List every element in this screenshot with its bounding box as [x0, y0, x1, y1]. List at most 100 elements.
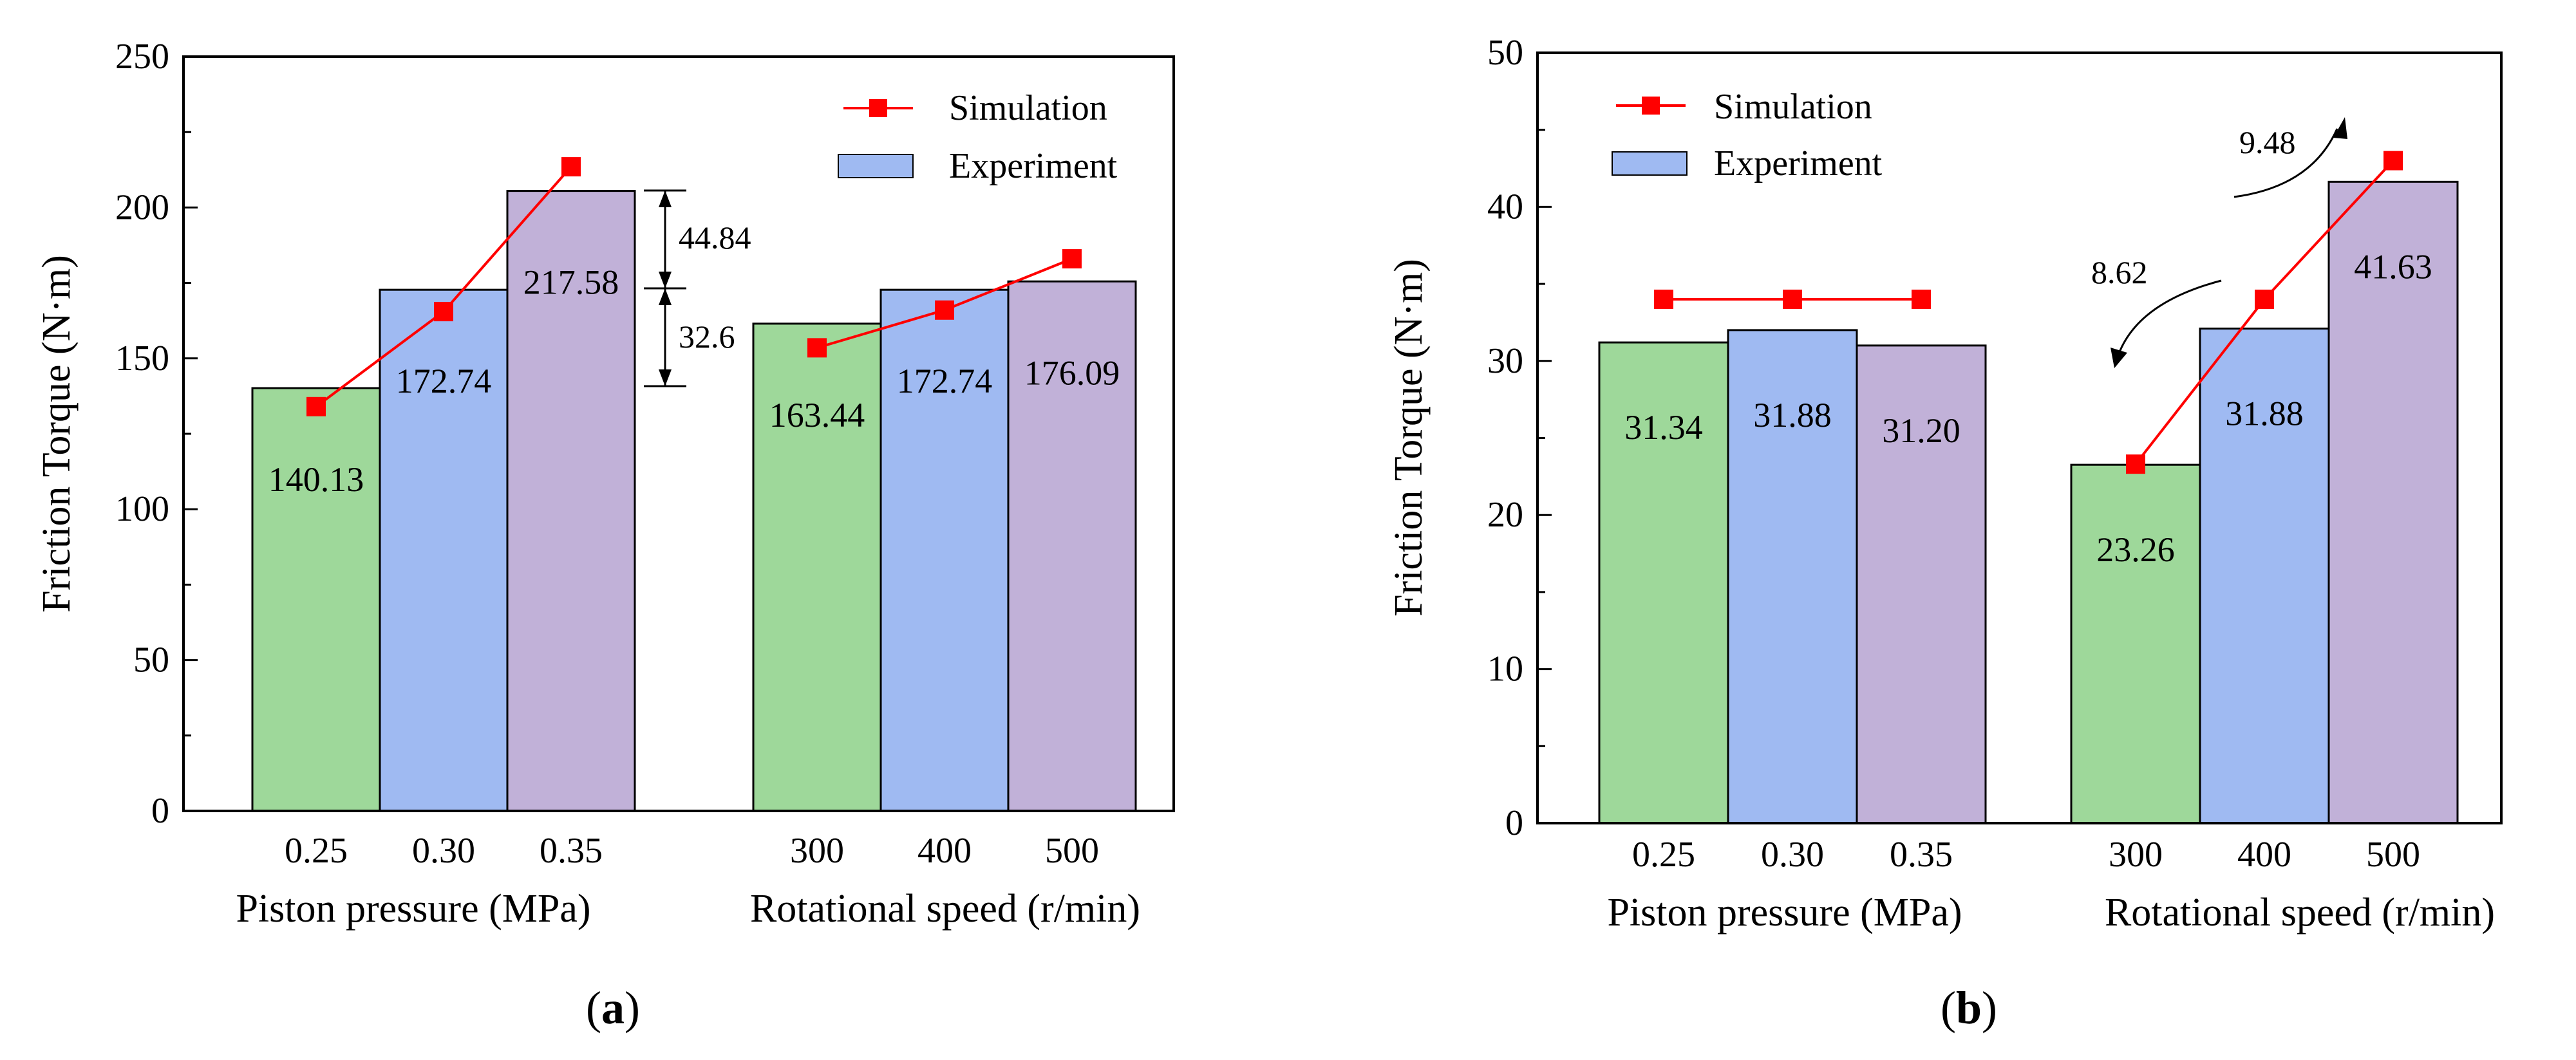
arrow-head: [2111, 348, 2127, 368]
bar-0.35: [1856, 344, 1987, 824]
simulation-marker: [434, 302, 453, 322]
difference-annotations: 8.62 9.48: [2091, 117, 2347, 368]
simulation-marker: [306, 396, 326, 416]
y-tick-label: 20: [1487, 495, 1523, 535]
simulation-marker: [807, 338, 827, 358]
x-axis-title-group-2: Rotational speed (r/min): [750, 887, 1140, 931]
bar-0.35: [506, 190, 636, 812]
legend-experiment-swatch: [838, 154, 914, 178]
x-tick-label: 400: [2237, 835, 2291, 875]
bar-value-label: 217.58: [523, 263, 619, 302]
x-tick-label: 300: [2109, 835, 2163, 875]
bars: 31.34 31.88 31.20 23.26 31.88 41.63: [1598, 180, 2459, 824]
x-tick-labels: 0.25 0.30 0.35 300 400 500: [285, 831, 1099, 871]
bar-value-label: 31.34: [1624, 408, 1703, 447]
simulation-marker: [2383, 151, 2403, 171]
bar-value-label: 23.26: [2096, 530, 2175, 569]
bar-value-label: 31.88: [1753, 396, 1832, 434]
x-axis-title-group-1: Piston pressure (MPa): [1607, 891, 1962, 934]
x-tick-label: 500: [1045, 831, 1099, 871]
panel-caption-a: (a): [586, 982, 640, 1034]
y-tick-label: 50: [1487, 33, 1523, 73]
y-tick-labels: 0 10 20 30 40 50: [1487, 33, 1523, 843]
x-tick-label: 400: [917, 831, 972, 871]
simulation-marker: [1912, 290, 1931, 310]
x-tick-label: 0.30: [1761, 835, 1824, 875]
chart-panel-b: 31.34 31.88 31.20 23.26 31.88 41.63 0 10 20 30 40…: [1387, 33, 2503, 1034]
arrow-head: [2333, 117, 2347, 139]
simulation-marker: [935, 300, 954, 320]
legend: Simulation Experiment: [1612, 87, 1883, 183]
bar-0.25: [251, 387, 381, 812]
bar-value-label: 172.74: [897, 362, 993, 400]
bar-0.25: [1598, 341, 1729, 824]
chart-panel-a: 140.13 172.74 217.58 163.44 172.74 176.09 0 50…: [35, 37, 1175, 1034]
simulation-marker: [561, 157, 581, 177]
bar-400: [2199, 328, 2330, 824]
simulation-marker: [2255, 290, 2274, 310]
legend-experiment-label: Experiment: [949, 146, 1118, 186]
y-tick-label: 100: [115, 489, 169, 529]
y-tick-label: 250: [115, 37, 169, 77]
simulation-series: [1654, 151, 2403, 474]
annotation-8-62: 8.62: [2091, 254, 2148, 290]
bar-500: [1007, 280, 1137, 812]
bar-400: [879, 288, 1010, 812]
difference-annotations: 44.84 32.6: [644, 189, 751, 387]
bars: 140.13 172.74 217.58 163.44 172.74 176.09: [251, 190, 1137, 812]
legend-experiment-label: Experiment: [1714, 144, 1883, 183]
bar-0.30: [1727, 329, 1858, 824]
x-tick-label: 300: [790, 831, 844, 871]
x-axis-title-group-1: Piston pressure (MPa): [236, 887, 590, 931]
x-tick-label: 500: [2366, 835, 2420, 875]
legend-experiment-swatch: [1612, 151, 1688, 176]
x-axis-title-group-2: Rotational speed (r/min): [2105, 891, 2495, 934]
bar-value-label: 31.88: [2225, 395, 2304, 433]
bar-value-label: 31.20: [1882, 411, 1960, 450]
simulation-marker: [1783, 290, 1802, 310]
simulation-marker: [1654, 290, 1673, 310]
bar-value-label: 176.09: [1024, 353, 1120, 392]
legend: Simulation Experiment: [838, 88, 1118, 186]
y-tick-label: 10: [1487, 649, 1523, 689]
x-tick-labels: 0.25 0.30 0.35 300 400 500: [1632, 835, 2420, 875]
y-tick-labels: 0 50 100 150 200 250: [115, 37, 169, 831]
y-axis-title: Friction Torque (N·m): [1387, 259, 1431, 617]
y-tick-label: 200: [115, 187, 169, 227]
simulation-marker: [1062, 249, 1082, 269]
bar-value-label: 172.74: [396, 362, 492, 400]
simulation-marker: [2126, 454, 2145, 474]
bar-0.30: [379, 288, 509, 812]
bar-500: [2327, 180, 2459, 824]
annotation-44-84: 44.84: [679, 219, 751, 256]
panel-caption-b: (b): [1941, 982, 1997, 1034]
bar-value-label: 163.44: [769, 396, 865, 434]
x-tick-label: 0.30: [412, 831, 475, 871]
annotation-9-48: 9.48: [2239, 124, 2296, 160]
y-tick-label: 0: [1505, 803, 1523, 843]
plot-frame: [182, 55, 1175, 812]
annotation-32-6: 32.6: [679, 319, 735, 355]
legend-simulation-marker: [1642, 97, 1660, 115]
x-tick-label: 0.25: [1632, 835, 1695, 875]
y-tick-label: 0: [151, 791, 169, 831]
legend-simulation-label: Simulation: [1714, 87, 1872, 127]
bar-300: [2070, 463, 2201, 824]
x-tick-label: 0.35: [1890, 835, 1953, 875]
bar-value-label: 41.63: [2354, 247, 2432, 286]
legend-simulation-marker: [869, 99, 887, 117]
x-tick-label: 0.35: [540, 831, 603, 871]
x-tick-label: 0.25: [285, 831, 348, 871]
y-tick-label: 150: [115, 339, 169, 378]
plot-frame: [1536, 51, 2503, 824]
bar-300: [752, 322, 882, 812]
y-axis-ticks: [183, 55, 198, 812]
y-tick-label: 40: [1487, 187, 1523, 227]
y-tick-label: 50: [133, 640, 169, 680]
legend-simulation-label: Simulation: [949, 88, 1107, 128]
y-axis-ticks: [1537, 51, 1552, 824]
y-axis-title: Friction Torque (N·m): [35, 255, 79, 613]
simulation-series: [306, 157, 1082, 416]
bar-value-label: 140.13: [268, 460, 364, 499]
